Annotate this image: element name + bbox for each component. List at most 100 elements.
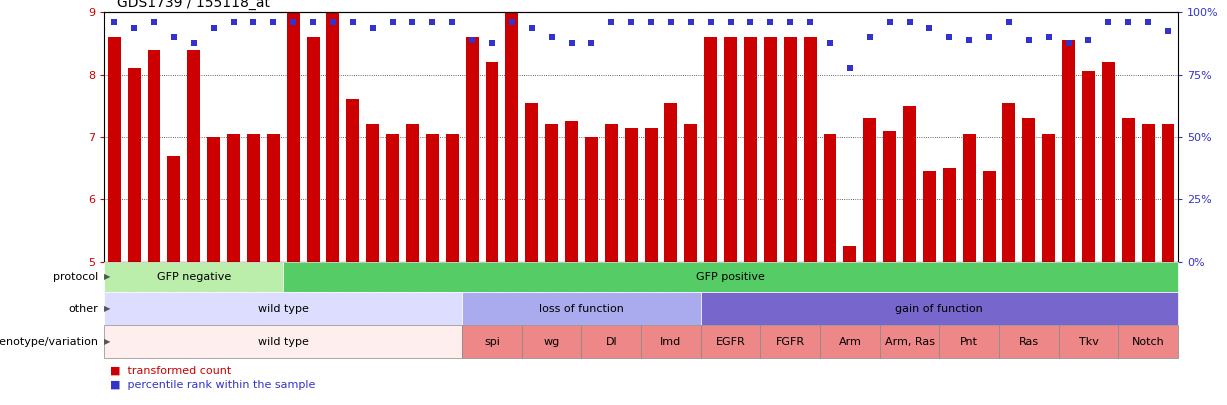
Point	[542, 34, 562, 40]
Point	[502, 18, 521, 25]
Text: FGFR: FGFR	[775, 337, 805, 347]
Point	[860, 34, 880, 40]
Point	[443, 18, 463, 25]
Bar	[366, 124, 379, 262]
Bar	[525, 102, 539, 262]
Point	[741, 18, 761, 25]
Bar	[466, 37, 479, 262]
Bar	[207, 137, 220, 262]
Bar	[864, 118, 876, 262]
Point	[1139, 18, 1158, 25]
Bar	[104, 262, 283, 292]
Bar	[1102, 62, 1115, 262]
Text: GFP positive: GFP positive	[696, 272, 764, 282]
Bar	[585, 137, 598, 262]
Bar	[188, 49, 200, 262]
Bar	[104, 292, 463, 325]
Point	[582, 40, 601, 47]
Text: EGFR: EGFR	[715, 337, 746, 347]
Bar	[942, 168, 956, 262]
Point	[383, 18, 402, 25]
Bar	[463, 325, 521, 358]
Point	[899, 18, 919, 25]
Text: protocol: protocol	[53, 272, 98, 282]
Bar	[903, 106, 917, 262]
Bar	[605, 124, 617, 262]
Bar	[1022, 118, 1036, 262]
Bar	[999, 325, 1059, 358]
Point	[104, 18, 124, 25]
Bar	[346, 100, 360, 262]
Point	[145, 18, 164, 25]
Bar	[644, 128, 658, 262]
Text: Imd: Imd	[660, 337, 681, 347]
Text: Pnt: Pnt	[961, 337, 978, 347]
Point	[184, 40, 204, 47]
Bar	[128, 68, 141, 262]
Text: Dl: Dl	[605, 337, 617, 347]
Point	[1118, 18, 1137, 25]
Bar	[545, 124, 558, 262]
Point	[880, 18, 899, 25]
Text: ▶: ▶	[104, 272, 110, 281]
Point	[1079, 37, 1098, 43]
Bar	[108, 37, 120, 262]
Point	[642, 18, 661, 25]
Point	[422, 18, 442, 25]
Point	[1039, 34, 1059, 40]
Bar	[1118, 325, 1178, 358]
Bar	[883, 131, 896, 262]
Bar	[640, 325, 701, 358]
Text: Tkv: Tkv	[1079, 337, 1098, 347]
Bar	[940, 325, 999, 358]
Text: Ras: Ras	[1018, 337, 1039, 347]
Bar	[1121, 118, 1135, 262]
Bar	[266, 134, 280, 262]
Text: loss of function: loss of function	[539, 304, 623, 313]
Text: Notch: Notch	[1131, 337, 1164, 347]
Bar	[784, 37, 796, 262]
Point	[1059, 40, 1079, 47]
Bar	[247, 134, 260, 262]
Point	[1018, 37, 1038, 43]
Bar	[764, 37, 777, 262]
Point	[780, 18, 800, 25]
Text: wild type: wild type	[258, 337, 309, 347]
Point	[601, 18, 621, 25]
Bar	[1042, 134, 1055, 262]
Point	[562, 40, 582, 47]
Bar	[1063, 40, 1075, 262]
Text: ▶: ▶	[104, 304, 110, 313]
Point	[701, 18, 720, 25]
Point	[344, 18, 363, 25]
Bar	[167, 156, 180, 262]
Bar	[287, 13, 299, 262]
Point	[919, 24, 939, 31]
Point	[999, 18, 1018, 25]
Text: gain of function: gain of function	[896, 304, 983, 313]
Point	[979, 34, 999, 40]
Point	[244, 18, 264, 25]
Bar	[426, 134, 439, 262]
Point	[363, 24, 383, 31]
Text: Arm: Arm	[838, 337, 861, 347]
Point	[264, 18, 283, 25]
Text: ■  transformed count: ■ transformed count	[110, 366, 232, 375]
Bar	[1162, 124, 1174, 262]
Point	[1098, 18, 1118, 25]
Text: ▶: ▶	[104, 337, 110, 346]
Bar	[283, 262, 1178, 292]
Bar	[387, 134, 399, 262]
Point	[720, 18, 740, 25]
Bar	[923, 171, 936, 262]
Bar	[582, 325, 640, 358]
Bar	[521, 325, 582, 358]
Point	[840, 65, 860, 72]
Bar	[307, 37, 319, 262]
Bar	[701, 292, 1178, 325]
Bar	[823, 134, 837, 262]
Bar	[880, 325, 940, 358]
Text: genotype/variation: genotype/variation	[0, 337, 98, 347]
Bar	[820, 325, 880, 358]
Point	[621, 18, 640, 25]
